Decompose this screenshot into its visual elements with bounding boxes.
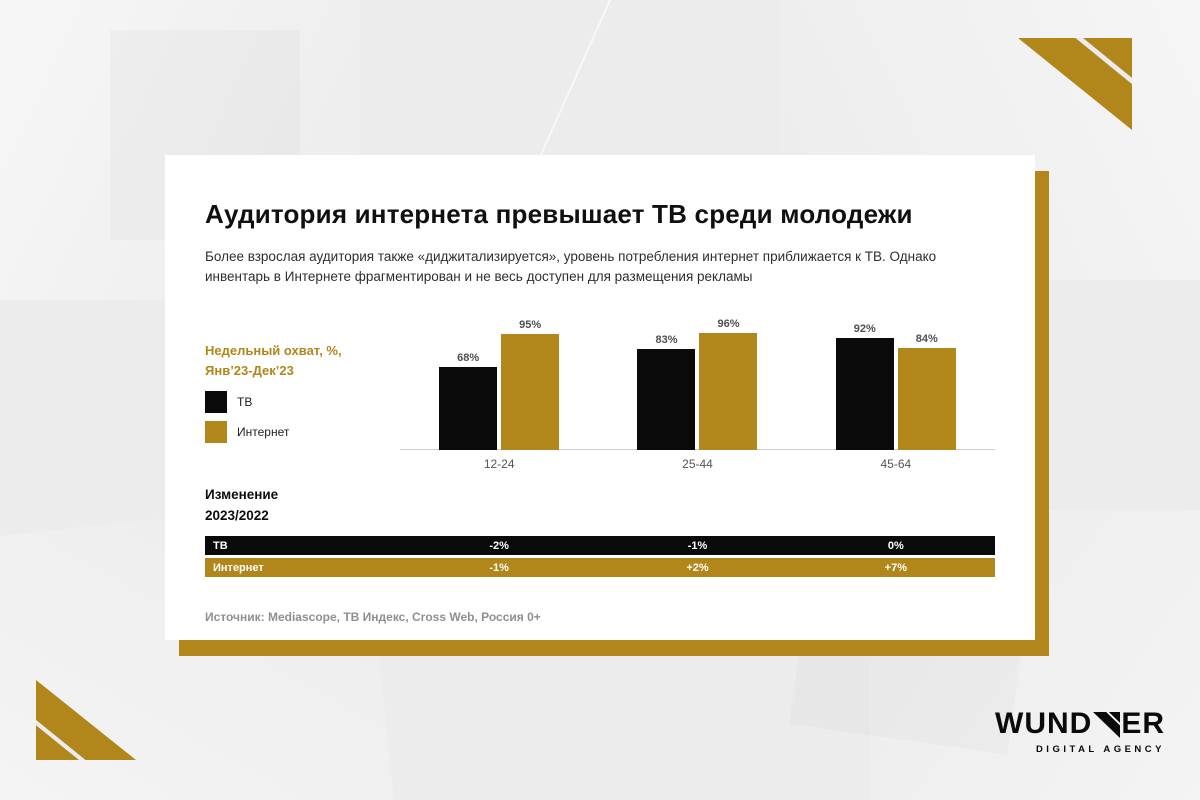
bar-value-label: 68% <box>457 352 480 364</box>
wunder-logo: WUND ER DIGITAL AGENCY <box>995 707 1165 755</box>
chart-caption-line1: Недельный охват, %, <box>205 343 342 358</box>
change-row-tv: ТВ -2% -1% 0% <box>205 536 995 555</box>
legend-label: Интернет <box>237 425 290 439</box>
gold-arrow-ornament-top-right <box>1018 38 1132 130</box>
change-value: +7% <box>884 561 907 574</box>
bar-value-label: 84% <box>915 333 938 345</box>
legend-swatch <box>205 421 227 443</box>
change-value: -1% <box>489 561 509 574</box>
bar-group-25-44: 83% 96% <box>598 308 796 450</box>
legend-item-tv: ТВ <box>205 391 289 413</box>
wordmark-text-left: WUND <box>995 707 1093 740</box>
legend-swatch <box>205 391 227 413</box>
bar-12-24-internet: 95% <box>501 319 560 450</box>
change-heading-line2: 2023/2022 <box>205 507 269 523</box>
bar-group-12-24: 68% 95% <box>400 308 598 450</box>
legend-label: ТВ <box>237 395 253 409</box>
change-heading: Изменение 2023/2022 <box>205 485 278 527</box>
wordmark-text-right: ER <box>1121 707 1165 740</box>
change-heading-line1: Изменение <box>205 487 279 502</box>
slide-subtitle: Более взрослая аудитория также «диджитал… <box>205 249 937 285</box>
wunder-logo-caption: DIGITAL AGENCY <box>1035 744 1165 755</box>
change-row-internet: Интернет -1% +2% +7% <box>205 558 995 577</box>
change-value: -1% <box>687 539 708 552</box>
bar-12-24-tv: 68% <box>439 352 498 450</box>
chart-caption-line2: Янв’23-Дек’23 <box>205 363 294 379</box>
bar-value-label: 95% <box>519 319 542 331</box>
change-row-label: ТВ <box>213 539 228 552</box>
change-value: 0% <box>887 539 904 552</box>
x-axis-line <box>400 449 995 450</box>
change-row-label: Интернет <box>213 561 264 574</box>
legend-item-internet: Интернет <box>205 421 289 443</box>
bar-45-64-tv: 92% <box>835 323 894 450</box>
category-axis-labels: 12-24 25-44 45-64 <box>400 457 995 471</box>
chart-caption: Недельный охват, %, Янв’23-Дек’23 <box>205 341 342 381</box>
category-label: 45-64 <box>880 457 912 471</box>
chart-legend: ТВ Интернет <box>205 391 289 451</box>
category-label: 25-44 <box>682 457 713 471</box>
category-label: 12-24 <box>483 457 515 471</box>
bar-chart: 68% 95% 83% 96% 92% 84% <box>400 308 995 450</box>
gold-arrow-ornament-bottom-left <box>36 680 136 760</box>
bar-25-44-internet: 96% <box>699 318 758 450</box>
change-value: -2% <box>489 539 509 552</box>
bar-45-64-internet: 84% <box>897 333 956 450</box>
bar-group-45-64: 92% 84% <box>797 308 995 450</box>
slide-title: Аудитория интернета превышает ТВ среди м… <box>205 199 913 229</box>
bar-value-label: 83% <box>655 334 678 346</box>
bar-value-label: 96% <box>717 318 740 330</box>
change-table: ТВ -2% -1% 0% Интернет -1% +2% +7% <box>205 536 995 580</box>
change-value: +2% <box>686 561 709 574</box>
wunder-wordmark: WUND ER <box>995 707 1165 741</box>
wunder-logo-mark-icon <box>1093 712 1121 738</box>
bar-25-44-tv: 83% <box>637 334 696 450</box>
bar-value-label: 92% <box>853 323 876 335</box>
slide-card: Аудитория интернета превышает ТВ среди м… <box>165 155 1035 640</box>
source-note: Источник: Mediascope, ТВ Индекс, Cross W… <box>205 610 541 624</box>
